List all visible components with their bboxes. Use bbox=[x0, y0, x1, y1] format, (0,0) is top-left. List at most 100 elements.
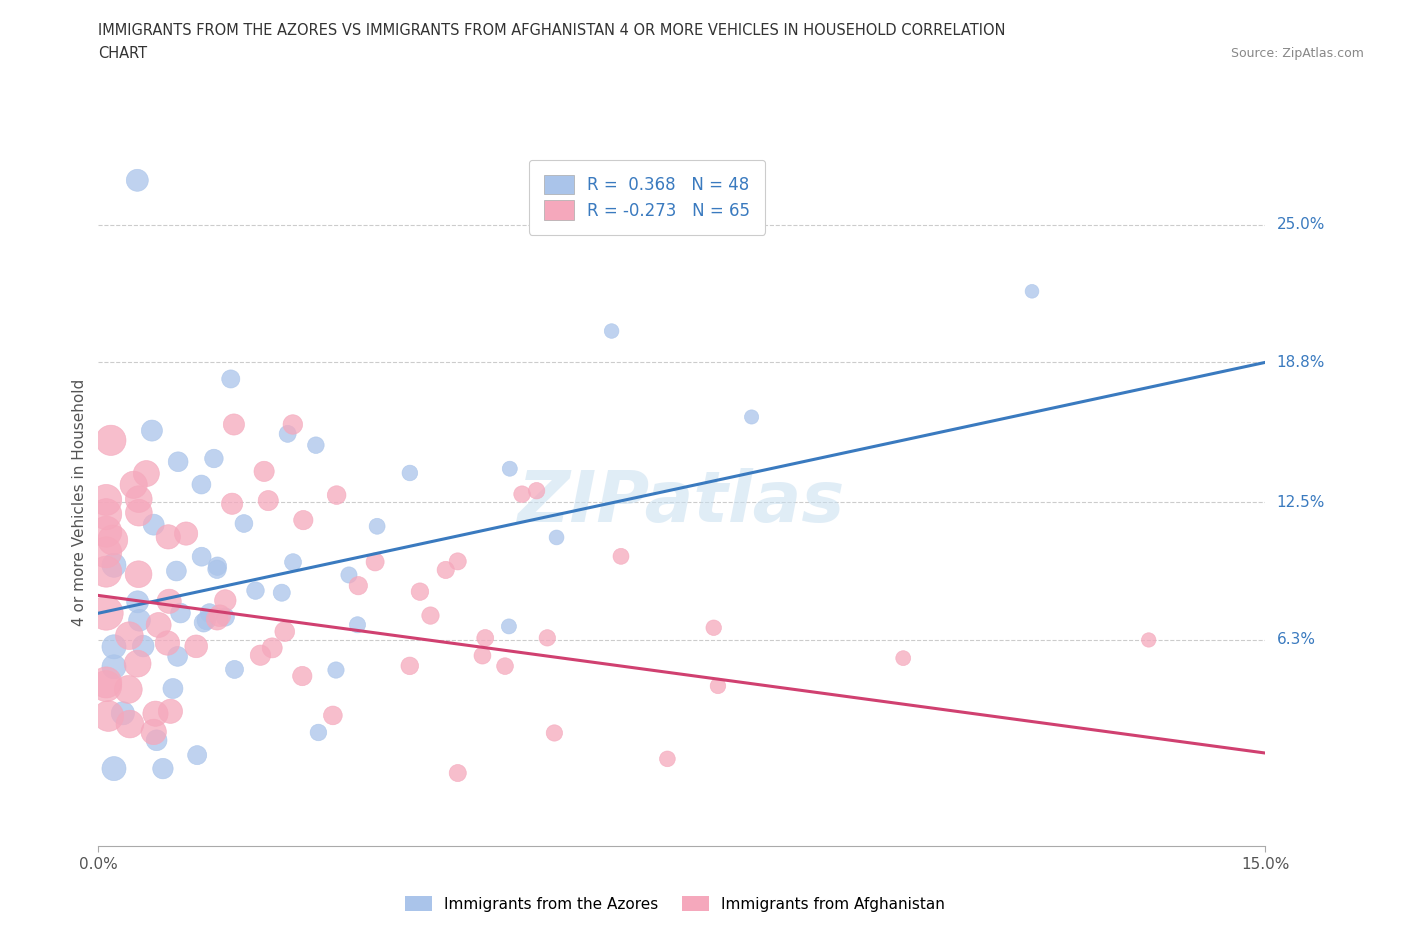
Point bbox=[118, 717, 141, 732]
Legend: Immigrants from the Azores, Immigrants from Afghanistan: Immigrants from the Azores, Immigrants f… bbox=[398, 889, 952, 918]
Point bbox=[292, 512, 315, 527]
Point bbox=[221, 497, 243, 512]
Text: ZIPatlas: ZIPatlas bbox=[519, 468, 845, 537]
Point bbox=[135, 466, 157, 481]
Point bbox=[118, 629, 141, 644]
Point bbox=[145, 733, 167, 748]
Point bbox=[202, 451, 225, 466]
Point bbox=[546, 530, 568, 545]
Point bbox=[325, 662, 347, 677]
Point bbox=[96, 675, 118, 690]
Point bbox=[891, 651, 914, 666]
Point bbox=[190, 550, 212, 565]
Point bbox=[103, 639, 125, 654]
Point bbox=[219, 371, 242, 386]
Point bbox=[474, 631, 496, 645]
Point bbox=[205, 612, 228, 627]
Text: Source: ZipAtlas.com: Source: ZipAtlas.com bbox=[1230, 46, 1364, 60]
Point bbox=[159, 704, 181, 719]
Point bbox=[142, 724, 165, 739]
Point bbox=[96, 525, 118, 539]
Point bbox=[307, 725, 329, 740]
Point bbox=[270, 585, 292, 600]
Point bbox=[253, 464, 276, 479]
Point bbox=[103, 558, 125, 573]
Point bbox=[198, 605, 221, 620]
Point bbox=[600, 324, 623, 339]
Point bbox=[117, 682, 139, 697]
Point bbox=[132, 639, 155, 654]
Point bbox=[128, 505, 150, 520]
Point bbox=[127, 173, 149, 188]
Point bbox=[322, 708, 344, 723]
Point bbox=[741, 409, 763, 424]
Point bbox=[543, 725, 565, 740]
Point bbox=[224, 662, 246, 677]
Point bbox=[232, 516, 254, 531]
Point bbox=[305, 438, 328, 453]
Point bbox=[257, 493, 280, 508]
Point bbox=[186, 639, 208, 654]
Point bbox=[96, 565, 118, 579]
Point bbox=[262, 641, 284, 656]
Point bbox=[142, 517, 165, 532]
Point bbox=[1137, 632, 1160, 647]
Point bbox=[169, 605, 191, 620]
Point bbox=[447, 554, 470, 569]
Point bbox=[281, 417, 304, 432]
Point bbox=[111, 706, 134, 721]
Point bbox=[128, 566, 150, 581]
Point bbox=[127, 657, 149, 671]
Y-axis label: 4 or more Vehicles in Household: 4 or more Vehicles in Household bbox=[72, 379, 87, 626]
Text: 12.5%: 12.5% bbox=[1277, 495, 1324, 510]
Point bbox=[127, 594, 149, 609]
Point bbox=[141, 423, 163, 438]
Point bbox=[96, 605, 118, 620]
Point bbox=[208, 608, 231, 623]
Point bbox=[205, 562, 228, 577]
Point bbox=[96, 493, 118, 508]
Point bbox=[156, 635, 179, 650]
Point bbox=[434, 563, 457, 578]
Point bbox=[167, 455, 190, 470]
Point bbox=[148, 618, 170, 632]
Point bbox=[174, 526, 197, 541]
Point bbox=[707, 679, 730, 694]
Point bbox=[366, 519, 388, 534]
Point bbox=[96, 545, 118, 560]
Point bbox=[122, 477, 145, 492]
Point bbox=[96, 679, 118, 694]
Point bbox=[103, 761, 125, 776]
Text: 6.3%: 6.3% bbox=[1277, 632, 1316, 647]
Point bbox=[245, 583, 267, 598]
Point bbox=[325, 487, 347, 502]
Point bbox=[510, 486, 533, 501]
Point bbox=[249, 648, 271, 663]
Point bbox=[128, 613, 150, 628]
Point bbox=[157, 594, 180, 609]
Point bbox=[145, 706, 167, 721]
Point bbox=[499, 461, 522, 476]
Point bbox=[207, 559, 229, 574]
Point bbox=[657, 751, 679, 766]
Point bbox=[494, 658, 516, 673]
Point bbox=[447, 765, 470, 780]
Point bbox=[291, 669, 314, 684]
Point bbox=[526, 484, 548, 498]
Point bbox=[96, 507, 118, 522]
Text: 25.0%: 25.0% bbox=[1277, 218, 1324, 232]
Point bbox=[152, 761, 174, 776]
Point bbox=[101, 533, 124, 548]
Text: CHART: CHART bbox=[98, 46, 148, 61]
Legend: R =  0.368   N = 48, R = -0.273   N = 65: R = 0.368 N = 48, R = -0.273 N = 65 bbox=[529, 160, 765, 234]
Point bbox=[364, 554, 387, 569]
Point bbox=[703, 620, 725, 635]
Point bbox=[162, 681, 184, 696]
Point bbox=[1021, 284, 1043, 299]
Point bbox=[346, 618, 368, 632]
Point bbox=[190, 477, 212, 492]
Point bbox=[274, 624, 297, 639]
Point bbox=[498, 619, 520, 634]
Point bbox=[536, 631, 558, 645]
Point bbox=[222, 417, 245, 432]
